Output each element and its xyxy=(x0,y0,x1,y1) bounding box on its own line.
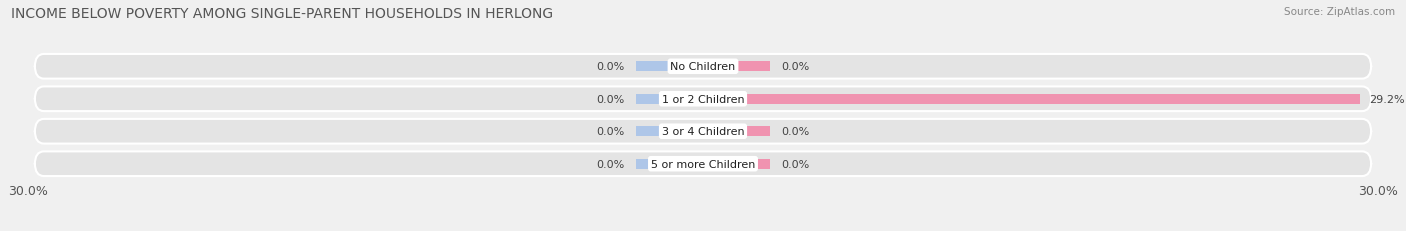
Text: 0.0%: 0.0% xyxy=(782,127,810,137)
FancyBboxPatch shape xyxy=(35,152,1371,176)
Bar xyxy=(703,159,770,169)
Text: 0.0%: 0.0% xyxy=(596,159,624,169)
Bar xyxy=(636,94,703,104)
Bar xyxy=(692,159,703,169)
Bar xyxy=(703,62,770,72)
FancyBboxPatch shape xyxy=(35,55,1371,79)
Text: 5 or more Children: 5 or more Children xyxy=(651,159,755,169)
Bar xyxy=(636,127,703,137)
Text: INCOME BELOW POVERTY AMONG SINGLE-PARENT HOUSEHOLDS IN HERLONG: INCOME BELOW POVERTY AMONG SINGLE-PARENT… xyxy=(11,7,554,21)
Text: 0.0%: 0.0% xyxy=(782,62,810,72)
Bar xyxy=(692,127,703,137)
Text: 0.0%: 0.0% xyxy=(596,94,624,104)
FancyBboxPatch shape xyxy=(35,119,1371,144)
Text: 29.2%: 29.2% xyxy=(1369,94,1405,104)
Bar xyxy=(692,62,703,72)
Text: 0.0%: 0.0% xyxy=(596,62,624,72)
FancyBboxPatch shape xyxy=(35,87,1371,112)
Text: No Children: No Children xyxy=(671,62,735,72)
Bar xyxy=(636,62,703,72)
Text: 0.0%: 0.0% xyxy=(782,159,810,169)
Text: 0.0%: 0.0% xyxy=(596,127,624,137)
Bar xyxy=(692,94,703,104)
Bar xyxy=(636,159,703,169)
Bar xyxy=(703,94,1360,104)
Text: Source: ZipAtlas.com: Source: ZipAtlas.com xyxy=(1284,7,1395,17)
Bar xyxy=(703,127,770,137)
Text: 3 or 4 Children: 3 or 4 Children xyxy=(662,127,744,137)
Text: 1 or 2 Children: 1 or 2 Children xyxy=(662,94,744,104)
